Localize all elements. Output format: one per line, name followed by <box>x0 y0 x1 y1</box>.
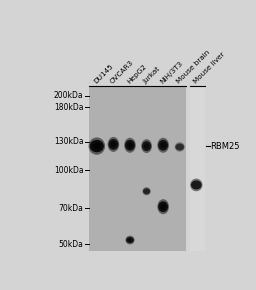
Ellipse shape <box>126 237 134 243</box>
Text: Mouse liver: Mouse liver <box>192 51 226 85</box>
Text: OVCAR3: OVCAR3 <box>109 59 135 85</box>
Ellipse shape <box>190 179 202 191</box>
Ellipse shape <box>176 144 184 150</box>
Ellipse shape <box>127 142 133 148</box>
Ellipse shape <box>158 201 168 212</box>
Ellipse shape <box>90 140 104 152</box>
Ellipse shape <box>157 138 169 153</box>
Ellipse shape <box>157 199 169 214</box>
Ellipse shape <box>89 137 105 155</box>
Ellipse shape <box>128 238 132 242</box>
Ellipse shape <box>160 142 166 148</box>
Text: 50kDa: 50kDa <box>59 240 83 249</box>
Ellipse shape <box>142 187 151 195</box>
Ellipse shape <box>108 137 119 152</box>
Ellipse shape <box>124 138 136 153</box>
Ellipse shape <box>125 140 135 151</box>
Ellipse shape <box>93 143 101 150</box>
Text: 130kDa: 130kDa <box>54 137 83 146</box>
Text: 180kDa: 180kDa <box>54 103 83 112</box>
Text: RBM25: RBM25 <box>210 142 240 151</box>
Ellipse shape <box>125 236 135 244</box>
Text: Mouse brain: Mouse brain <box>176 50 211 85</box>
Ellipse shape <box>144 143 149 149</box>
Text: 100kDa: 100kDa <box>54 166 83 175</box>
Ellipse shape <box>175 142 185 152</box>
Ellipse shape <box>142 141 151 151</box>
Ellipse shape <box>143 188 150 194</box>
Ellipse shape <box>109 139 118 150</box>
Text: Jurkat: Jurkat <box>142 66 162 85</box>
Ellipse shape <box>111 142 116 147</box>
Ellipse shape <box>158 140 168 151</box>
Text: HepG2: HepG2 <box>126 63 148 85</box>
Bar <box>89 86 186 251</box>
Text: DU145: DU145 <box>93 63 114 85</box>
Text: 200kDa: 200kDa <box>54 91 83 100</box>
Ellipse shape <box>160 204 166 210</box>
Ellipse shape <box>141 139 152 153</box>
Bar <box>190 86 205 251</box>
Ellipse shape <box>191 180 202 189</box>
Text: 70kDa: 70kDa <box>59 204 83 213</box>
Text: NIH/3T3: NIH/3T3 <box>159 60 184 85</box>
